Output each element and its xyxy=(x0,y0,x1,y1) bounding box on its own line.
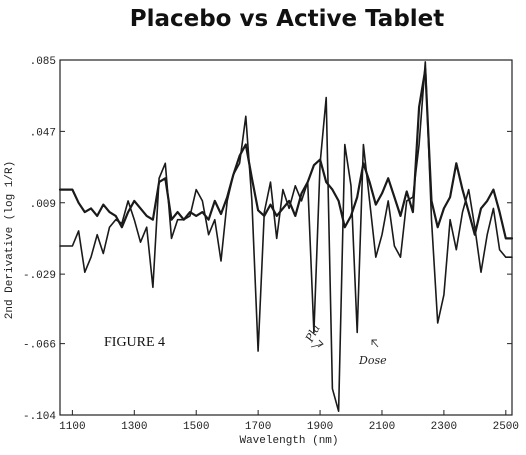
y-tick-label: -.104 xyxy=(23,411,56,423)
x-tick-label: 2100 xyxy=(369,421,395,433)
dose-arrow-icon xyxy=(371,339,379,348)
dose-annotation: Dose xyxy=(358,339,387,367)
series-line-1 xyxy=(58,68,514,240)
dose-note: Dose xyxy=(358,354,387,367)
x-tick-label: 1300 xyxy=(121,421,147,433)
x-tick-label: 1700 xyxy=(245,421,271,433)
placebo-arrow-icon xyxy=(310,339,324,348)
y-tick-label: .047 xyxy=(30,127,56,139)
x-axis-label: Wavelength (nm) xyxy=(239,435,338,447)
x-tick-label: 2300 xyxy=(431,421,457,433)
plot-area-frame xyxy=(59,59,513,416)
y-tick-label: .085 xyxy=(30,56,56,68)
figure-label: FIGURE 4 xyxy=(104,335,165,350)
y-tick-label: .009 xyxy=(30,199,56,211)
y-tick-label: -.066 xyxy=(23,340,56,352)
y-axis-ticks: .085 .047 .009 -.029 -.066 -.104 xyxy=(23,56,512,423)
x-tick-label: 2500 xyxy=(493,421,519,433)
y-tick-label: -.029 xyxy=(23,270,56,282)
x-tick-label: 1500 xyxy=(183,421,209,433)
series-line-2 xyxy=(59,61,513,412)
y-axis-label: 2nd Derivative (log 1/R) xyxy=(4,161,16,319)
x-tick-label: 1900 xyxy=(307,421,333,433)
series-layer xyxy=(58,61,514,412)
placebo-annotation: Pla xyxy=(303,323,324,348)
x-tick-label: 1100 xyxy=(59,421,85,433)
chart-title: Placebo vs Active Tablet xyxy=(130,6,445,32)
x-axis-ticks: 1100 1300 1500 1700 1900 2100 2300 2500 xyxy=(59,410,519,433)
placebo-note: Pla xyxy=(303,323,323,345)
